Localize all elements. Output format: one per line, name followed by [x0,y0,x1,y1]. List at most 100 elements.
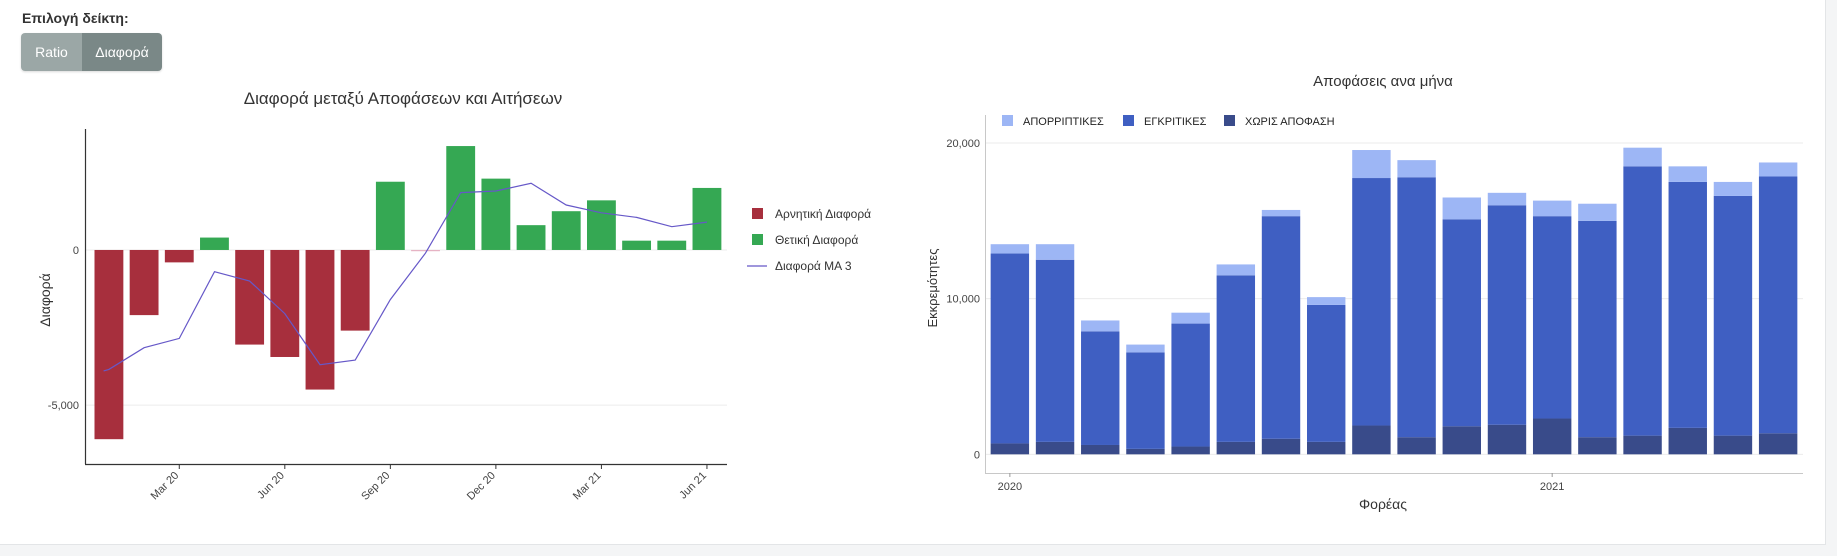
bar-segment-2 [1532,200,1572,217]
legend-label-approvals: ΕΓΚΡΙΤΙΚΕΣ [1144,116,1207,128]
bar-positive [586,200,616,250]
bar-positive [622,240,652,250]
bar-segment-0 [1126,448,1165,455]
bar-segment-0 [990,443,1030,455]
y-tick-labels: 0 -5,000 [48,245,79,412]
bar-negative [94,249,124,440]
legend-item-ma3[interactable]: Διαφορά MA 3 [747,259,852,273]
bar-segment-0 [1081,444,1120,455]
bar-segment-0 [1578,437,1617,455]
bar-segment-0 [1758,433,1798,455]
bar-positive [446,146,476,250]
bar-segment-1 [1758,176,1798,434]
stacked-bar-series [990,147,1798,455]
indicator-selector-label: Επιλογή δείκτη: [22,10,129,26]
x-tick-labels: 2020 2021 [998,473,1564,493]
bar-positive [200,237,229,250]
decisions-per-month-chart: Αποφάσεις ανα μήνα Εκκρεμότητες Φορέας 0… [925,73,1803,512]
bar-segment-1 [1442,219,1481,427]
dashboard-panel: Επιλογή δείκτη: Ratio Διαφορά Διαφορά με… [0,0,1826,545]
bar-segment-1 [1668,181,1707,428]
bar-segment-2 [1352,150,1391,179]
legend-swatch-no-decision [1224,115,1235,126]
difference-chart: Διαφορά μεταξύ Αποφάσεων και Αιτήσεων Δι… [37,89,871,503]
bar-segment-0 [1035,441,1075,455]
bar-segment-1 [1261,216,1301,439]
bar-segment-2 [1171,312,1210,324]
y-tick-label: -5,000 [48,400,79,412]
legend-item-positive[interactable]: Θετική Διαφορά [752,233,858,247]
legend-label-no-decision: ΧΩΡΙΣ ΑΠΟΦΑΣΗ [1245,116,1335,128]
bar-segment-2 [1578,203,1617,221]
y-tick-label: 10,000 [946,294,980,306]
bar-negative [270,249,300,357]
bar-segment-0 [1352,425,1391,455]
legend-label-negative: Αρνητική Διαφορά [775,207,871,221]
bar-negative [235,249,265,345]
legend-label-positive: Θετική Διαφορά [775,233,858,247]
bar-segment-0 [1623,435,1662,455]
legend-item-no-decision[interactable]: ΧΩΡΙΣ ΑΠΟΦΑΣΗ [1224,115,1335,128]
bar-segment-0 [1261,438,1301,455]
bar-negative [129,249,159,316]
bar-segment-0 [1171,446,1210,455]
bar-segment-2 [1081,320,1120,332]
legend-item-rejections[interactable]: ΑΠΟΡΡΙΠΤΙΚΕΣ [1002,115,1104,128]
bar-positive [375,181,405,250]
bar-negative [340,249,370,331]
legend-swatch-negative [752,208,763,219]
bar-segment-1 [1713,195,1753,436]
grid-lines [85,249,727,406]
x-tick-label: Jun 20 [255,470,287,502]
bar-segment-1 [1352,178,1391,426]
bar-positive [516,225,546,250]
ratio-button[interactable]: Ratio [21,33,82,71]
bar-segment-2 [1035,244,1075,260]
y-tick-label: 0 [974,449,980,461]
bar-segment-1 [1623,166,1662,436]
bar-segment-2 [1487,192,1527,206]
bar-segment-2 [1307,297,1346,305]
bar-segment-2 [1126,344,1165,353]
bar-segment-2 [1758,162,1798,177]
difference-button[interactable]: Διαφορά [82,33,162,71]
bar-segment-0 [1216,441,1256,455]
bar-segment-1 [1081,331,1120,445]
bar-negative [305,249,335,390]
bar-series [94,146,722,440]
bar-segment-0 [1487,424,1527,455]
bar-segment-1 [1487,205,1527,425]
x-axis-title: Φορέας [1359,496,1407,512]
bar-segment-1 [1126,352,1165,449]
chart-title: Διαφορά μεταξύ Αποφάσεων και Αιτήσεων [244,89,563,108]
bar-segment-2 [1261,209,1301,217]
bar-positive [551,211,581,250]
bar-negative [411,249,440,252]
moving-average-line [103,182,707,372]
bar-segment-1 [1216,275,1256,442]
legend: Αρνητική Διαφορά Θετική Διαφορά Διαφορά … [747,207,871,273]
x-tick-label: Mar 21 [571,470,604,503]
bar-segment-0 [1307,441,1346,455]
bar-segment-1 [1035,259,1075,442]
bar-segment-1 [1532,216,1572,419]
legend-item-negative[interactable]: Αρνητική Διαφορά [752,207,871,221]
bar-segment-0 [1532,418,1572,455]
grid-lines [985,142,1803,455]
y-axis-title: Διαφορά [37,273,53,326]
x-tick-label: Sep 20 [359,470,392,503]
bar-segment-2 [990,244,1030,254]
legend-swatch-rejections [1002,115,1013,126]
bar-segment-2 [1668,166,1707,182]
x-tick-label: Jun 21 [677,470,709,502]
y-axis-title: Εκκρεμότητες [925,249,940,328]
legend-item-approvals[interactable]: ΕΓΚΡΙΤΙΚΕΣ [1123,115,1207,128]
bar-segment-1 [1397,177,1436,438]
bar-segment-2 [1397,160,1436,178]
bar-segment-2 [1623,147,1662,167]
x-tick-labels: Mar 20 Jun 20 Sep 20 Dec 20 Mar 21 Jun 21 [149,464,709,503]
bar-segment-1 [1171,323,1210,447]
bar-segment-1 [1307,304,1346,442]
legend: ΑΠΟΡΡΙΠΤΙΚΕΣ ΕΓΚΡΙΤΙΚΕΣ ΧΩΡΙΣ ΑΠΟΦΑΣΗ [1002,115,1335,128]
x-tick-label: 2021 [1540,481,1564,493]
